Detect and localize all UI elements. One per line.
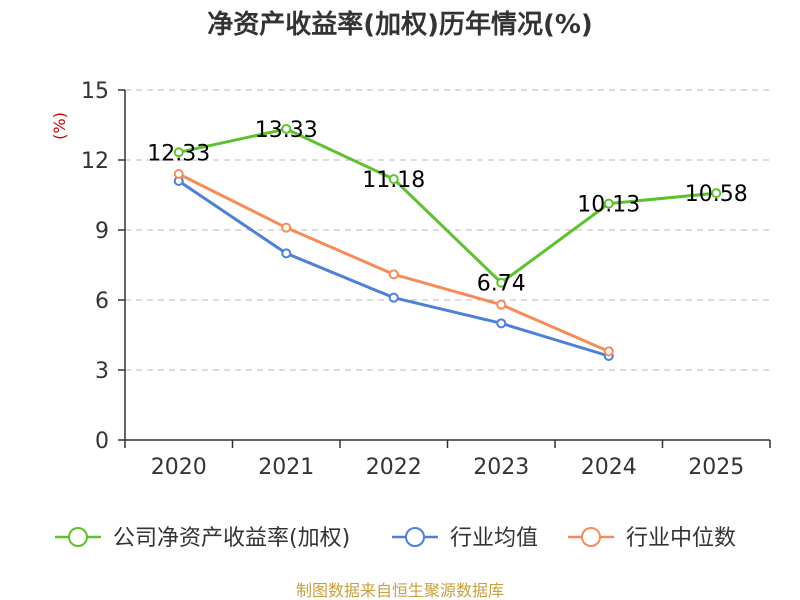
data-point-s1-2022[interactable] xyxy=(388,292,399,303)
data-point-s2-2023[interactable] xyxy=(496,299,507,310)
legend-item-2[interactable]: 行业中位数 xyxy=(568,526,736,551)
x-tick-label-2021: 2021 xyxy=(258,455,314,480)
axes: 0 3 6 9 12 15 2020 2021 2022 2023 2024 2025 xyxy=(81,79,771,480)
data-label-2022: 11.18 xyxy=(362,168,425,193)
y-tick-label: 0 xyxy=(95,429,109,454)
series-lines xyxy=(173,123,722,361)
data-point-s2-2022[interactable] xyxy=(388,269,399,280)
legend-item-1[interactable]: 行业均值 xyxy=(392,526,538,551)
data-point-s0-2023[interactable] xyxy=(496,277,507,288)
data-point-s2-2021[interactable] xyxy=(281,222,292,233)
data-label-2024: 10.13 xyxy=(577,193,640,218)
legend-marker-icon xyxy=(581,527,601,547)
x-tick-label-2024: 2024 xyxy=(581,455,637,480)
x-tick-label-2020: 2020 xyxy=(151,455,207,480)
series-line-0 xyxy=(178,127,717,285)
data-point-s2-2024[interactable] xyxy=(603,346,614,357)
data-label-2020: 12.33 xyxy=(147,141,210,166)
x-tick-label-2022: 2022 xyxy=(366,455,422,480)
legend-label: 公司净资产收益率(加权) xyxy=(113,526,350,551)
data-label-2023: 6.74 xyxy=(477,272,526,297)
y-tick-label: 9 xyxy=(95,219,109,244)
data-label-2021: 13.33 xyxy=(255,118,318,143)
legend-label: 行业均值 xyxy=(450,526,538,551)
y-axis-unit-label: (%) xyxy=(50,112,69,140)
data-labels: 12.33 13.33 11.18 6.74 10.13 10.58 xyxy=(147,118,747,297)
y-tick-label: 12 xyxy=(81,149,109,174)
data-point-s0-2021[interactable] xyxy=(281,123,292,134)
chart-title: 净资产收益率(加权)历年情况(%) xyxy=(207,9,593,40)
x-tick-label-2023: 2023 xyxy=(473,455,529,480)
data-source-note: 制图数据来自恒生聚源数据库 xyxy=(296,581,504,600)
y-tick-label: 15 xyxy=(81,79,109,104)
data-point-s0-2020[interactable] xyxy=(173,147,184,158)
legend-marker-icon xyxy=(68,527,88,547)
data-point-s1-2021[interactable] xyxy=(281,248,292,259)
legend-item-0[interactable]: 公司净资产收益率(加权) xyxy=(55,526,350,551)
y-tick-label: 6 xyxy=(95,289,109,314)
data-point-s1-2023[interactable] xyxy=(496,318,507,329)
data-point-s0-2024[interactable] xyxy=(603,198,614,209)
legend[interactable]: 公司净资产收益率(加权) 行业均值 行业中位数 xyxy=(55,526,736,551)
series-line-2 xyxy=(178,172,610,353)
y-tick-label: 3 xyxy=(95,359,109,384)
x-tick-label-2025: 2025 xyxy=(688,455,744,480)
data-point-s0-2022[interactable] xyxy=(388,174,399,185)
legend-label: 行业中位数 xyxy=(626,526,736,551)
data-point-s2-2020[interactable] xyxy=(173,169,184,179)
data-point-s0-2025[interactable] xyxy=(711,188,722,199)
legend-marker-icon xyxy=(405,527,425,547)
data-label-2025: 10.58 xyxy=(685,182,748,207)
